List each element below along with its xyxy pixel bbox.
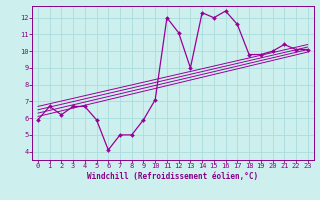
X-axis label: Windchill (Refroidissement éolien,°C): Windchill (Refroidissement éolien,°C) [87,172,258,181]
